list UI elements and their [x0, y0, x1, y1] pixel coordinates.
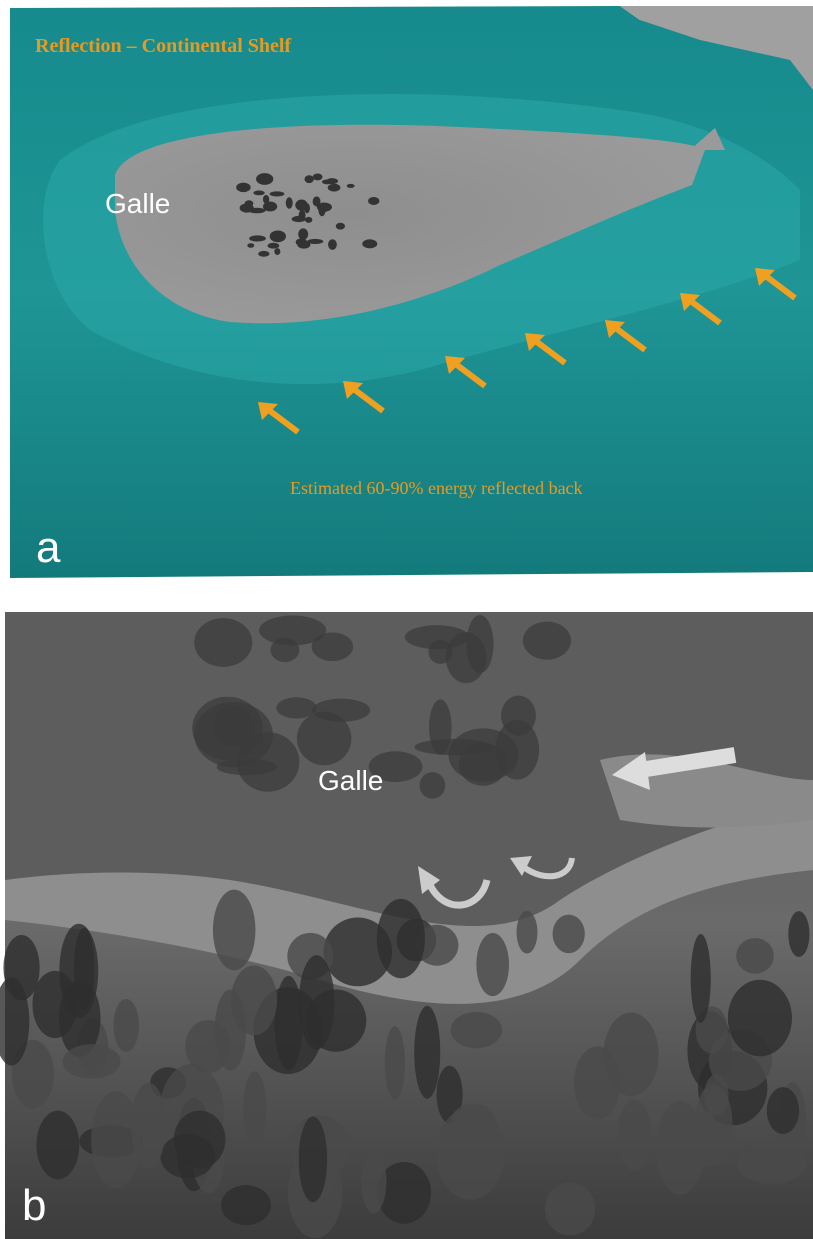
ridge: [385, 1026, 405, 1099]
ridge: [419, 772, 445, 799]
ridge: [74, 928, 95, 1010]
hill: [268, 243, 280, 249]
ridge: [414, 1006, 440, 1099]
hill: [318, 204, 325, 216]
panel-a: Reflection – Continental Shelf Galle Est…: [10, 6, 813, 578]
hill: [245, 200, 254, 206]
ridge: [459, 743, 507, 786]
ridge: [767, 1087, 799, 1134]
ridge: [217, 759, 277, 775]
ridge: [113, 999, 139, 1052]
ridge: [476, 933, 509, 996]
ridge: [377, 899, 425, 978]
ridge: [36, 1111, 79, 1180]
place-label: Galle: [318, 765, 383, 796]
panel-letter: b: [22, 1181, 46, 1230]
ridge: [788, 911, 809, 957]
ridge: [297, 712, 352, 766]
ridge: [231, 965, 277, 1035]
panel-b: Galle b: [0, 612, 813, 1239]
hill: [260, 176, 267, 180]
hill: [322, 179, 333, 184]
hill: [295, 200, 307, 211]
hill: [313, 173, 323, 180]
hill: [263, 195, 269, 204]
hill: [298, 228, 308, 239]
ridge: [604, 1013, 659, 1097]
hill: [286, 197, 293, 208]
hill: [236, 183, 250, 193]
ridge: [691, 934, 711, 1023]
hill: [305, 217, 312, 223]
ridge: [259, 615, 326, 645]
hill: [368, 197, 379, 205]
ridge: [63, 1044, 121, 1079]
ridge: [736, 938, 774, 974]
note: Estimated 60-90% energy reflected back: [290, 478, 583, 498]
hill: [362, 239, 377, 248]
ridge: [243, 1071, 266, 1145]
ridge: [405, 625, 469, 649]
ridge: [213, 890, 256, 971]
ridge: [740, 1139, 807, 1185]
ridge: [517, 911, 538, 954]
hill: [258, 251, 269, 257]
ridge: [194, 702, 273, 767]
ridge: [466, 615, 493, 673]
figure: Reflection – Continental Shelf Galle Est…: [0, 0, 813, 1239]
title: Reflection – Continental Shelf: [35, 35, 291, 57]
hill: [270, 191, 285, 196]
hill: [274, 248, 280, 255]
hill: [307, 239, 323, 244]
hill: [328, 239, 337, 250]
hill: [347, 184, 355, 188]
ridge: [299, 955, 335, 1050]
hill: [304, 175, 313, 183]
ridge: [545, 1182, 595, 1235]
ridge: [221, 1185, 271, 1225]
ridge: [617, 1100, 651, 1171]
ridge: [32, 971, 77, 1038]
ridge: [728, 980, 792, 1057]
panel-letter: a: [36, 523, 61, 572]
ridge: [361, 1149, 386, 1214]
ridge: [451, 1012, 503, 1048]
hill: [336, 223, 345, 230]
ridge: [131, 1083, 166, 1169]
hill: [247, 243, 254, 248]
hill: [292, 216, 306, 222]
hill: [328, 184, 341, 192]
ridge: [553, 915, 585, 954]
ridge: [695, 1084, 733, 1166]
ridge: [194, 618, 252, 667]
ridge: [523, 622, 571, 660]
place-label: Galle: [105, 188, 170, 219]
ridge: [174, 1111, 226, 1169]
ridge: [299, 1116, 328, 1202]
ridge: [436, 1107, 504, 1200]
hill: [249, 235, 266, 241]
hill: [270, 230, 286, 242]
hill: [253, 191, 264, 196]
